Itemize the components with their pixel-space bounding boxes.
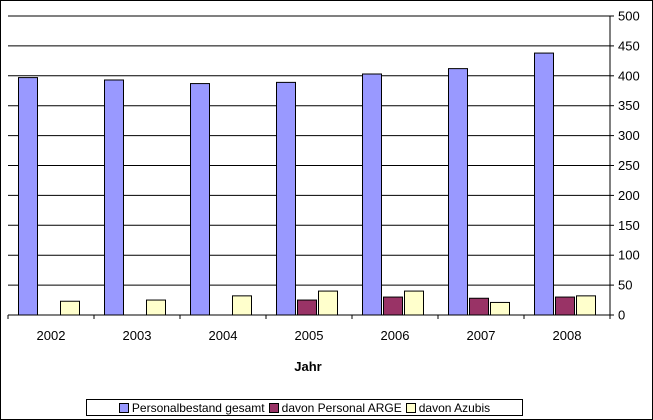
x-tick-label: 2004 [209, 328, 238, 343]
bar-personalbestand-gesamt-2008 [534, 52, 554, 316]
legend-label: davon Azubis [418, 400, 491, 415]
legend-item: Personalbestand gesamt [118, 400, 265, 415]
legend-swatch [118, 402, 129, 413]
x-tick-label: 2008 [553, 328, 582, 343]
bar-personalbestand-gesamt-2006 [362, 73, 382, 316]
x-tick-label: 2003 [123, 328, 152, 343]
x-tick-label: 2002 [37, 328, 66, 343]
bar-davon-azubis-2008 [576, 295, 596, 316]
bar-davon-personal-arge-2007 [469, 297, 489, 316]
y-tick-label: 150 [618, 218, 640, 233]
y-tick-label: 400 [618, 68, 640, 83]
y-tick-label: 200 [618, 188, 640, 203]
x-tick-label: 2007 [467, 328, 496, 343]
legend-item: davon Azubis [405, 400, 491, 415]
legend: Personalbestand gesamt davon Personal ARG… [86, 399, 523, 416]
legend-label: davon Personal ARGE [281, 400, 402, 415]
bar-davon-personal-arge-2008 [555, 296, 575, 316]
bar-personalbestand-gesamt-2004 [190, 83, 210, 316]
legend-swatch [405, 402, 416, 413]
y-tick-label: 450 [618, 38, 640, 53]
y-tick-label: 50 [618, 278, 632, 293]
y-tick-label: 300 [618, 128, 640, 143]
x-axis-ticks: 2002 2003 2004 2005 2006 2007 2008 [7, 315, 611, 343]
legend-item: davon Personal ARGE [268, 400, 402, 415]
bar-davon-azubis-2004 [232, 295, 252, 316]
y-axis-ticks: 0 50 100 150 200 250 300 350 400 450 500 [610, 9, 640, 323]
x-axis-title: Jahr [294, 359, 321, 374]
bar-davon-azubis-2005 [318, 290, 338, 316]
bar-personalbestand-gesamt-2005 [276, 81, 296, 316]
y-tick-label: 0 [618, 308, 625, 323]
y-tick-label: 350 [618, 98, 640, 113]
y-tick-label: 100 [618, 248, 640, 263]
bar-davon-azubis-2002 [60, 300, 80, 316]
bar-davon-personal-arge-2006 [383, 296, 403, 316]
y-tick-label: 250 [618, 158, 640, 173]
bar-davon-azubis-2003 [146, 299, 166, 316]
x-tick-label: 2006 [381, 328, 410, 343]
bar-personalbestand-gesamt-2002 [18, 77, 38, 316]
legend-label: Personalbestand gesamt [131, 400, 265, 415]
bar-personalbestand-gesamt-2007 [448, 68, 468, 316]
bar-davon-personal-arge-2005 [297, 299, 317, 316]
bars [18, 52, 596, 316]
y-tick-label: 500 [618, 9, 640, 24]
legend-swatch [268, 402, 279, 413]
bar-davon-azubis-2007 [490, 301, 510, 316]
bar-davon-azubis-2006 [404, 290, 424, 316]
bar-personalbestand-gesamt-2003 [104, 79, 124, 316]
x-tick-label: 2005 [295, 328, 324, 343]
